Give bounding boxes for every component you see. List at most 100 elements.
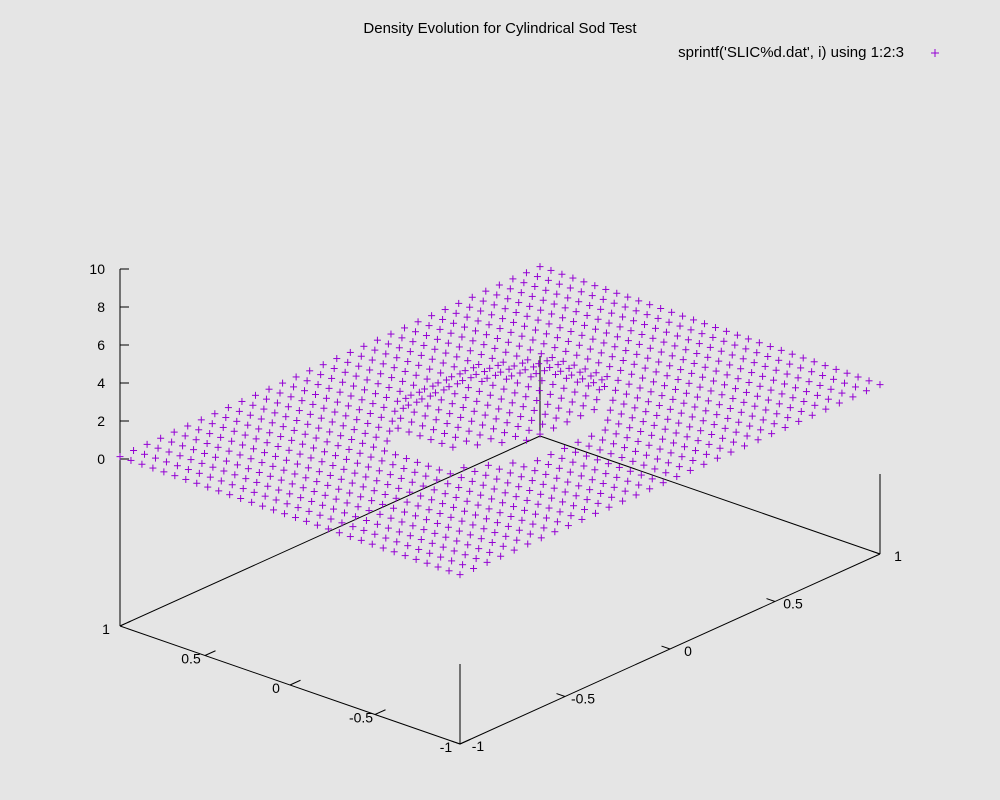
data-point bbox=[604, 460, 612, 468]
data-point bbox=[406, 348, 414, 356]
data-point bbox=[659, 479, 667, 487]
data-point bbox=[577, 472, 585, 480]
data-point bbox=[772, 366, 780, 374]
data-point bbox=[390, 504, 398, 512]
data-point bbox=[328, 374, 336, 382]
data-point bbox=[633, 350, 641, 358]
data-point bbox=[349, 523, 357, 531]
data-point bbox=[361, 429, 369, 437]
data-point bbox=[497, 552, 505, 560]
data-point bbox=[431, 389, 439, 397]
data-point bbox=[627, 327, 635, 335]
data-point bbox=[127, 456, 135, 464]
data-point bbox=[733, 331, 741, 339]
data-point bbox=[529, 336, 537, 344]
data-point bbox=[372, 433, 380, 441]
data-point bbox=[410, 408, 418, 416]
data-point bbox=[759, 416, 767, 424]
data-point bbox=[594, 499, 602, 507]
data-point bbox=[404, 401, 412, 409]
data-point bbox=[379, 544, 387, 552]
data-point bbox=[591, 466, 599, 474]
data-point bbox=[270, 506, 278, 514]
data-point bbox=[143, 440, 151, 448]
data-point bbox=[534, 500, 542, 508]
data-point bbox=[486, 548, 494, 556]
data-point bbox=[701, 320, 709, 328]
data-point bbox=[344, 358, 352, 366]
data-point bbox=[421, 385, 429, 393]
data-point bbox=[453, 380, 461, 388]
data-point bbox=[475, 545, 483, 553]
data-point bbox=[437, 553, 445, 561]
data-point bbox=[500, 385, 508, 393]
data-point bbox=[682, 389, 690, 397]
data-point bbox=[436, 325, 444, 333]
data-point bbox=[623, 434, 631, 442]
data-point bbox=[610, 483, 618, 491]
data-point bbox=[450, 319, 458, 327]
data-point bbox=[471, 467, 479, 475]
data-point bbox=[168, 438, 176, 446]
data-point bbox=[721, 424, 729, 432]
data-point bbox=[744, 335, 752, 343]
data-point bbox=[373, 520, 381, 528]
data-point bbox=[371, 390, 379, 398]
data-point bbox=[412, 555, 420, 563]
data-point bbox=[274, 442, 282, 450]
data-point bbox=[611, 343, 619, 351]
data-point bbox=[551, 371, 559, 379]
data-point bbox=[716, 444, 724, 452]
data-point bbox=[354, 503, 362, 511]
data-point bbox=[679, 356, 687, 364]
data-point bbox=[536, 263, 544, 271]
data-point bbox=[656, 445, 664, 453]
data-point bbox=[664, 459, 672, 467]
data-point bbox=[428, 355, 436, 363]
data-point bbox=[635, 481, 643, 489]
data-point bbox=[456, 571, 464, 579]
data-point bbox=[515, 483, 523, 491]
data-point bbox=[666, 362, 674, 370]
data-point bbox=[312, 434, 320, 442]
data-point bbox=[724, 414, 732, 422]
data-point bbox=[477, 307, 485, 315]
data-point bbox=[265, 385, 273, 393]
data-point bbox=[559, 498, 567, 506]
data-point bbox=[789, 394, 797, 402]
data-point bbox=[437, 396, 445, 404]
data-point bbox=[511, 389, 519, 397]
data-point bbox=[539, 296, 547, 304]
data-point bbox=[340, 465, 348, 473]
data-point bbox=[454, 423, 462, 431]
data-point bbox=[521, 366, 529, 374]
data-point bbox=[677, 366, 685, 374]
data-point bbox=[282, 456, 290, 464]
data-point bbox=[303, 377, 311, 385]
data-point bbox=[515, 299, 523, 307]
data-point bbox=[551, 528, 559, 536]
data-point bbox=[370, 443, 378, 451]
data-point bbox=[666, 405, 674, 413]
data-point bbox=[293, 416, 301, 424]
data-point bbox=[731, 341, 739, 349]
y-tick bbox=[289, 679, 301, 686]
data-point bbox=[445, 567, 453, 575]
data-point bbox=[339, 378, 347, 386]
data-point bbox=[535, 360, 543, 368]
data-point bbox=[362, 516, 370, 524]
data-point bbox=[382, 350, 390, 358]
data-point bbox=[700, 460, 708, 468]
data-point bbox=[458, 517, 466, 525]
data-point bbox=[756, 382, 764, 390]
data-point bbox=[445, 383, 453, 391]
data-point bbox=[737, 365, 745, 373]
data-point bbox=[693, 393, 701, 401]
data-point bbox=[534, 316, 542, 324]
data-point bbox=[690, 316, 698, 324]
data-point bbox=[648, 475, 656, 483]
data-point bbox=[250, 488, 258, 496]
data-point bbox=[116, 453, 124, 461]
data-point bbox=[381, 490, 389, 498]
data-point bbox=[331, 452, 339, 460]
